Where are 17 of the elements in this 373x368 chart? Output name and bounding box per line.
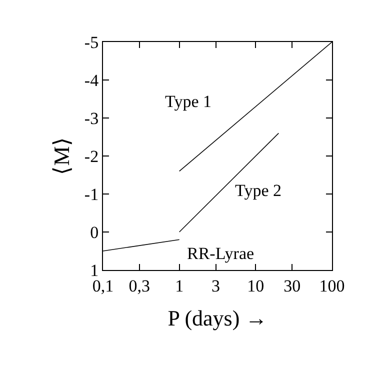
x-tick-label: 0,3 bbox=[128, 276, 150, 296]
y-tick-label: 0 bbox=[90, 222, 99, 242]
x-tick-label: 30 bbox=[284, 276, 301, 296]
series-label: RR-Lyrae bbox=[187, 244, 254, 263]
x-tick-label: 10 bbox=[247, 276, 264, 296]
y-tick-label: -4 bbox=[84, 70, 100, 90]
y-tick-label: -5 bbox=[84, 32, 99, 52]
y-axis-title: ⟨M⟩ bbox=[49, 137, 74, 175]
x-tick-label: 1 bbox=[175, 276, 184, 296]
x-tick-label: 3 bbox=[212, 276, 220, 296]
series-label: Type 2 bbox=[235, 181, 282, 200]
x-tick-label: 100 bbox=[319, 276, 345, 296]
y-tick-label: -1 bbox=[84, 184, 99, 204]
series-label: Type 1 bbox=[165, 92, 212, 111]
x-axis-title: P (days) → bbox=[168, 305, 268, 330]
y-tick-label: -2 bbox=[84, 146, 99, 166]
y-tick-label: -3 bbox=[84, 108, 99, 128]
